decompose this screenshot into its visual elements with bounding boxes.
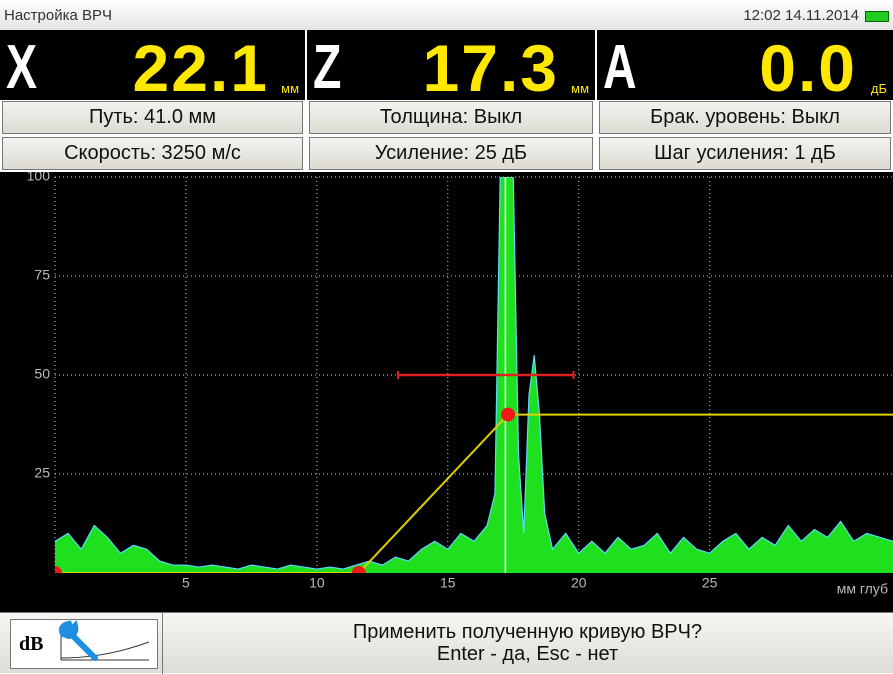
readout: X 22.1 мм <box>0 30 305 100</box>
readout-letter: X <box>6 33 38 100</box>
prompt-line: Enter - да, Esc - нет <box>436 643 619 665</box>
tcg-point <box>351 566 366 573</box>
readout-value: 22.1 <box>132 31 269 100</box>
signal-outline <box>55 177 893 570</box>
readout-value: 17.3 <box>422 31 559 100</box>
info-cell: Усиление: 25 дБ <box>309 137 593 170</box>
info-cell: Шаг усиления: 1 дБ <box>599 137 891 170</box>
x-tick-label: 10 <box>309 575 325 591</box>
status-bar: Настройка ВРЧ 12:02 14.11.2014 <box>0 0 893 30</box>
readout-letter: A <box>603 33 637 100</box>
battery <box>865 11 889 22</box>
x-tick-label: 15 <box>440 575 456 591</box>
x-tick-label: 5 <box>182 575 190 591</box>
tcg-icon[interactable]: dB <box>10 619 158 669</box>
info-cell: Толщина: Выкл <box>309 101 593 134</box>
readout: Z 17.3 мм <box>307 30 595 100</box>
footer: dB Применить полученную кривую ВРЧ? Ente… <box>0 612 893 674</box>
plot <box>55 177 893 573</box>
icon-graphic <box>58 620 150 661</box>
datetime: 12:02 14.11.2014 <box>743 7 859 24</box>
y-tick-label: 25 <box>34 465 50 481</box>
info-cell: Путь: 41.0 мм <box>2 101 303 134</box>
readout-value: 0.0 <box>759 31 857 100</box>
x-tick-label: 20 <box>571 575 587 591</box>
screen-title: Настройка ВРЧ <box>4 7 113 24</box>
separator <box>162 613 163 674</box>
readout-unit: мм <box>571 81 589 96</box>
readout-unit: дБ <box>870 81 887 96</box>
y-tick-label: 50 <box>34 366 50 382</box>
y-tick-label: 75 <box>34 267 50 283</box>
info-cell: Скорость: 3250 м/с <box>2 137 303 170</box>
prompt-line: Применить полученную кривую ВРЧ? <box>352 621 703 643</box>
tcg-curve <box>55 413 893 573</box>
y-tick-label: 100 <box>27 172 51 184</box>
readout-letter: Z <box>313 33 342 100</box>
x-axis-label: мм глуб <box>837 581 888 597</box>
icon-label: dB <box>19 633 44 655</box>
tcg-point <box>55 566 62 573</box>
readout: A 0.0 дБ <box>597 30 893 100</box>
a-scan: мм глуб 25 50 75 100 5 10 15 20 25 <box>0 172 893 612</box>
info-cell: Брак. уровень: Выкл <box>599 101 891 134</box>
prompt: Применить полученную кривую ВРЧ? Enter -… <box>162 621 893 665</box>
plot-background <box>0 172 893 612</box>
tcg-point <box>501 407 516 422</box>
x-tick-label: 25 <box>702 575 718 591</box>
readout-unit: мм <box>281 81 299 96</box>
